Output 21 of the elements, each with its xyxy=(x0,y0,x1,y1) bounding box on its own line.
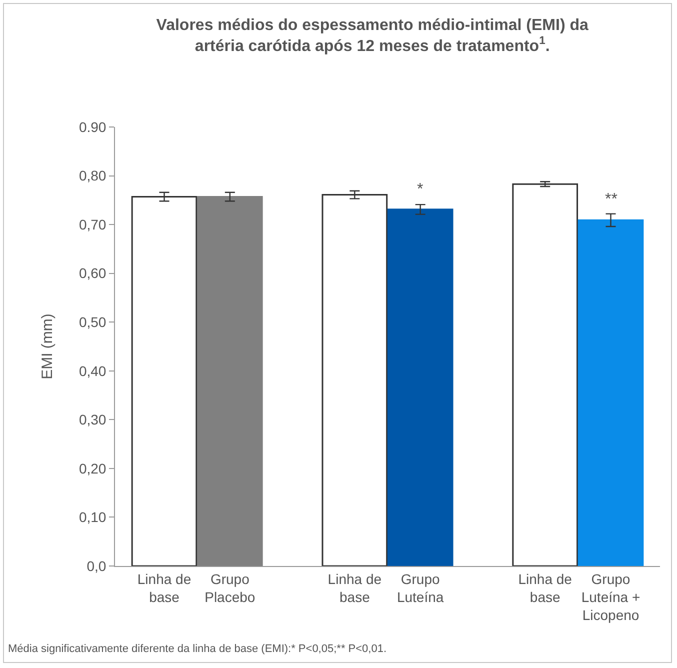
x-tick-label: Linha de base xyxy=(137,570,192,605)
y-tick-label: 0,20 xyxy=(78,460,106,476)
annotation: * xyxy=(417,181,424,198)
y-tick-label: 0,0 xyxy=(86,558,106,574)
y-tick-label: 0,70 xyxy=(78,216,106,232)
y-tick-label: 0.90 xyxy=(78,118,106,135)
y-tick-label: 0,60 xyxy=(78,265,106,282)
y-tick-label: 0,80 xyxy=(78,168,106,184)
x-tick-label: Linha de base xyxy=(518,570,572,605)
x-tick-label: Grupo Luteína + Licopeno xyxy=(581,570,640,624)
y-axis-title: EMI (mm) xyxy=(39,314,56,380)
x-tick-label: Linha de base xyxy=(328,570,382,605)
text: Média significativamente diferente da linha de base (EMI):* P<0,05;** P<0,01. xyxy=(8,643,387,655)
y-tick-label: 0,30 xyxy=(78,412,106,428)
x-tick-label: Grupo Luteína xyxy=(396,570,444,605)
chart-title: Valores médios do espessamento médio-intimal (EMI) da artéria carótida após 12 meses de tratamento$^{1}$. xyxy=(156,17,589,55)
y-tick-label: 0,40 xyxy=(78,362,106,379)
y-tick-label: 0,10 xyxy=(78,509,106,526)
annotation: ** xyxy=(605,191,618,208)
y-tick-label: 0,50 xyxy=(78,314,106,330)
x-tick-label: Grupo Placebo xyxy=(204,570,256,605)
